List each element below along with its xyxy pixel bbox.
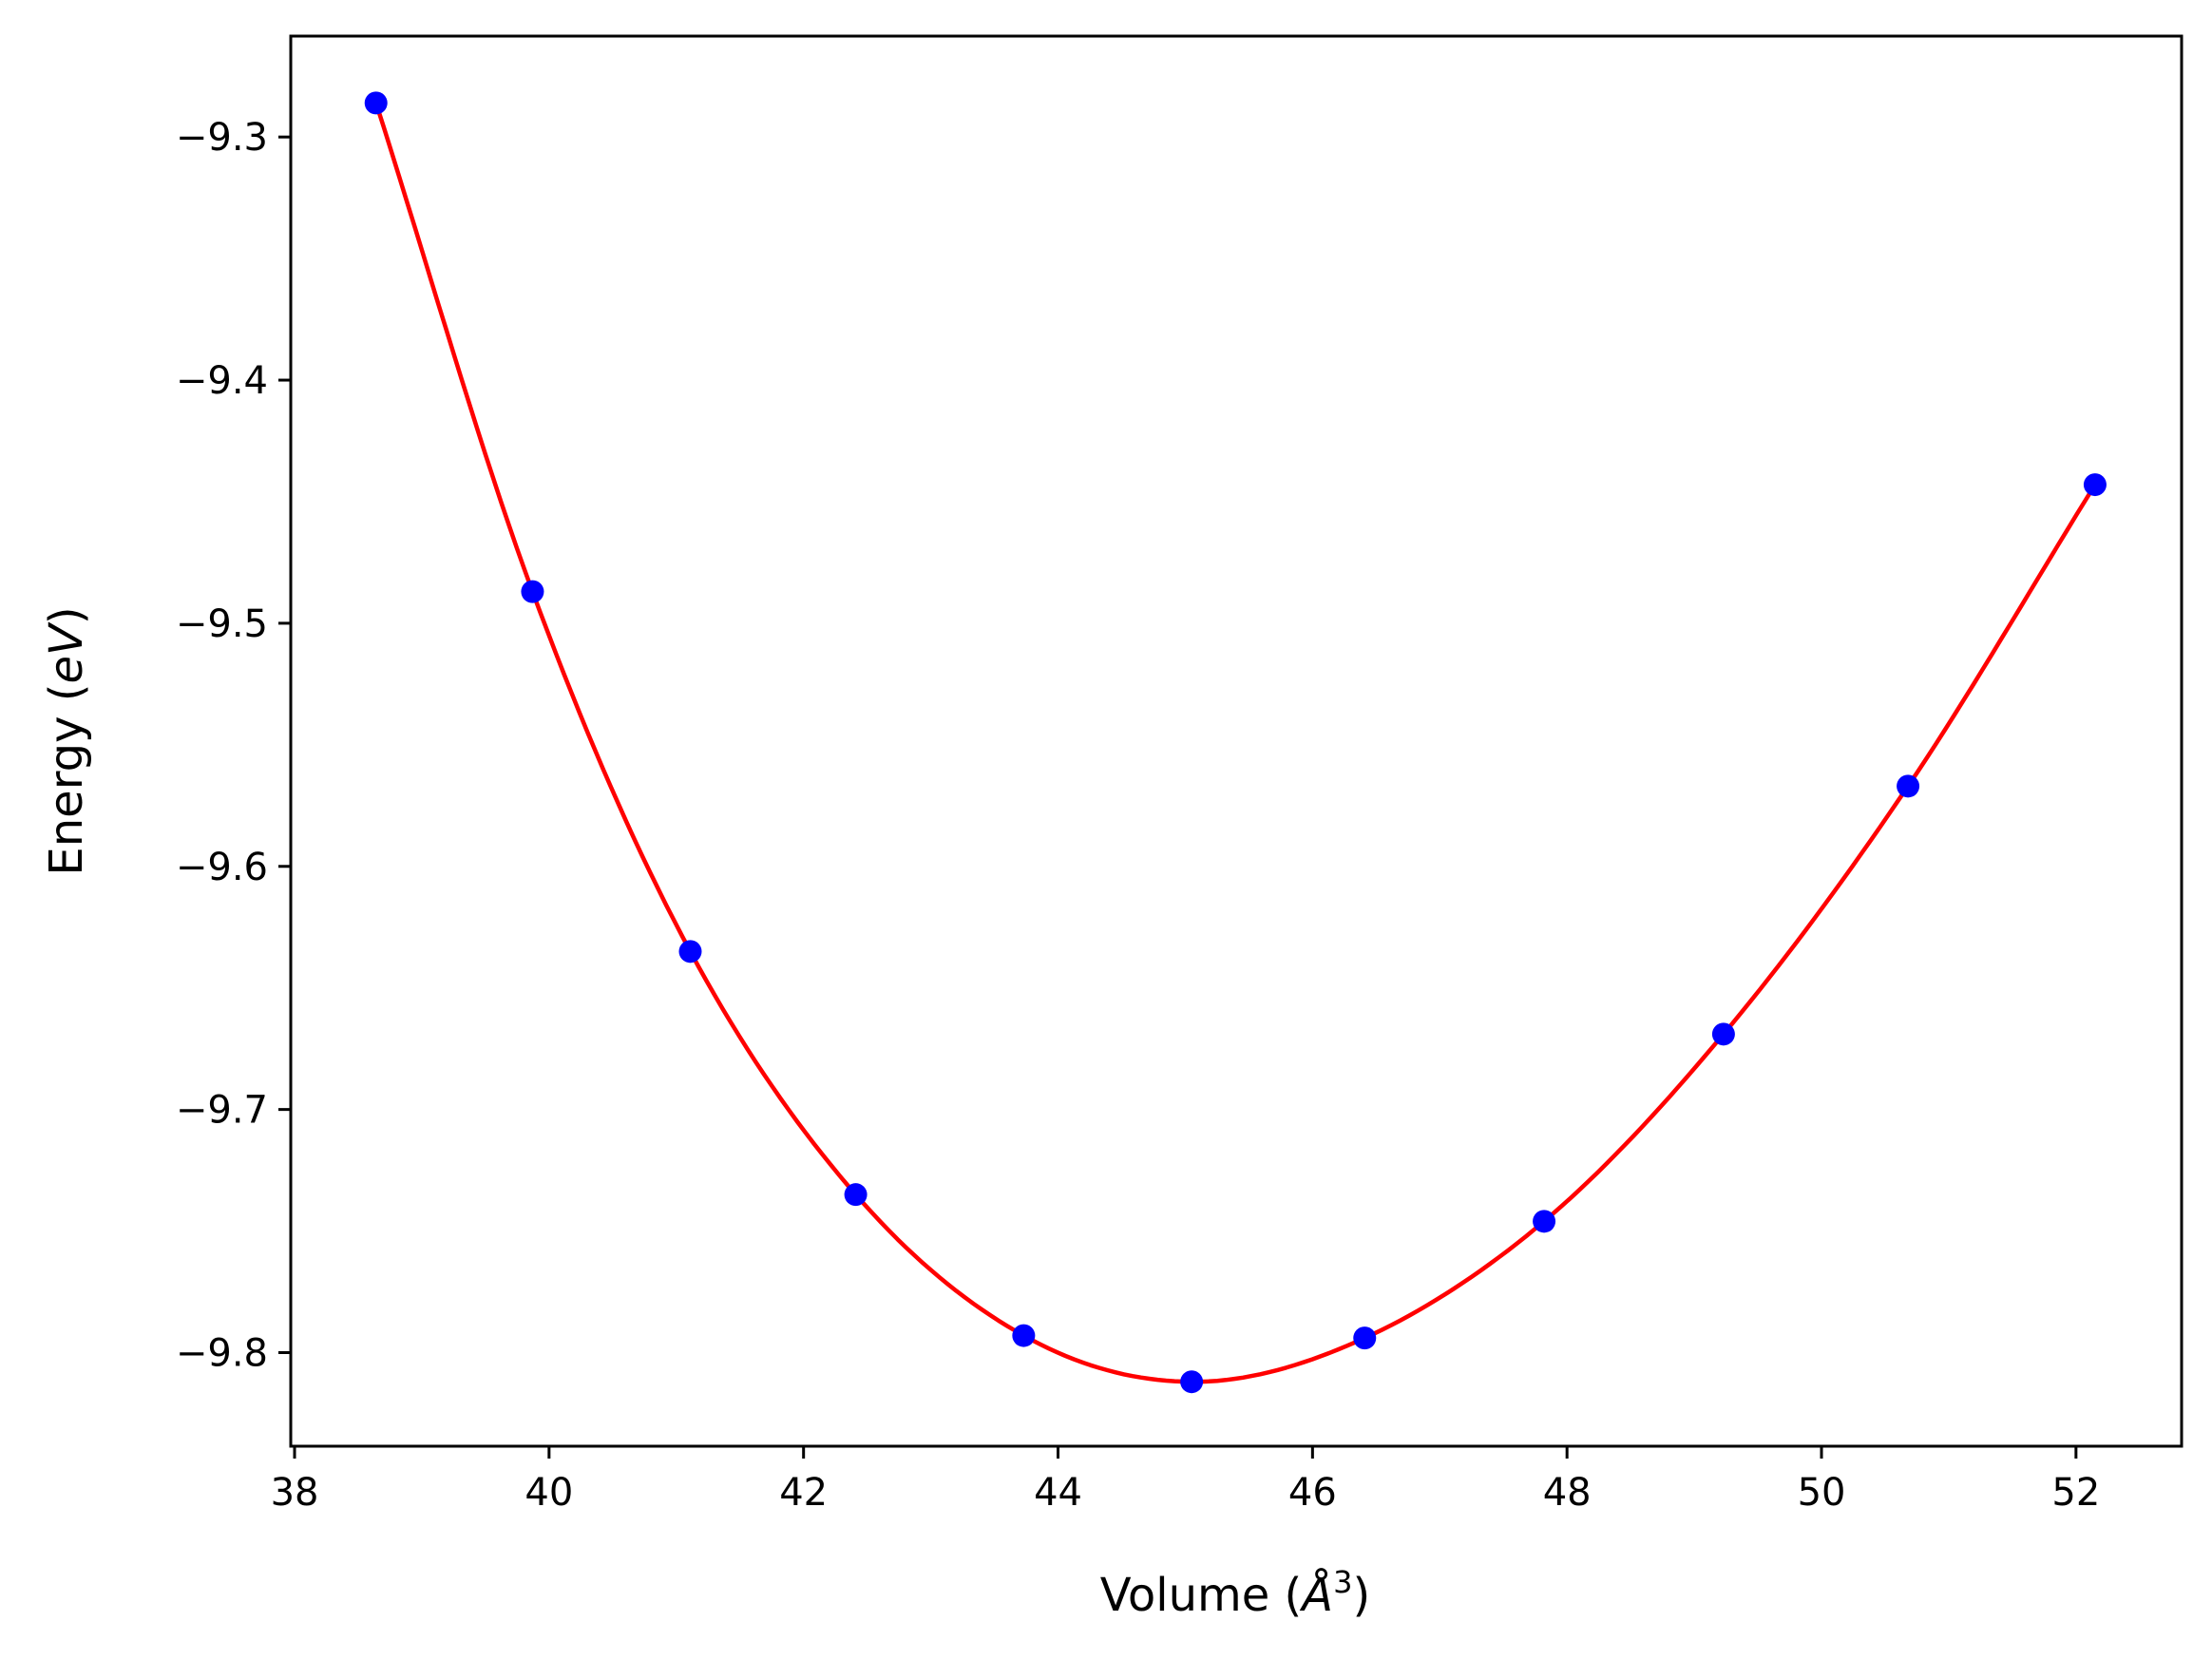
y-tick-label-2: −9.5: [176, 602, 268, 646]
data-point-4: [1012, 1324, 1036, 1347]
data-point-5: [1180, 1370, 1204, 1394]
y-axis-ticks: −9.3 −9.4 −9.5 −9.6 −9.7 −9.8: [176, 116, 291, 1375]
x-tick-label-52: 52: [2051, 1471, 2100, 1515]
x-tick-label-40: 40: [524, 1471, 573, 1515]
data-point-0: [364, 91, 388, 115]
data-point-8: [1711, 1022, 1735, 1046]
data-point-1: [521, 580, 544, 603]
x-tick-label-42: 42: [779, 1471, 828, 1515]
y-tick-label-4: −9.7: [176, 1089, 268, 1133]
x-tick-label-38: 38: [271, 1471, 319, 1515]
data-point-9: [1897, 774, 1920, 798]
x-tick-label-48: 48: [1543, 1471, 1592, 1515]
y-tick-label-0: −9.3: [176, 116, 268, 160]
plot-frame: [289, 34, 2183, 1448]
data-point-7: [1533, 1210, 1556, 1233]
x-axis-ticks: 38 40 42 44 46 48 50 52: [271, 1446, 2100, 1515]
data-point-2: [678, 940, 702, 964]
x-tick-label-44: 44: [1034, 1471, 1082, 1515]
data-point-6: [1353, 1326, 1377, 1350]
y-tick-label-5: −9.8: [176, 1331, 268, 1375]
y-tick-label-1: −9.4: [176, 359, 268, 403]
y-axis-label: Energy (eV): [40, 606, 93, 875]
x-axis-label: Volume (Å3): [1100, 1564, 1370, 1622]
data-point-10: [2083, 473, 2107, 497]
data-point-3: [844, 1183, 868, 1207]
x-tick-label-46: 46: [1288, 1471, 1337, 1515]
data-points-layer: [364, 91, 2107, 1394]
y-tick-label-3: −9.6: [176, 846, 268, 889]
x-tick-label-50: 50: [1798, 1471, 1846, 1515]
